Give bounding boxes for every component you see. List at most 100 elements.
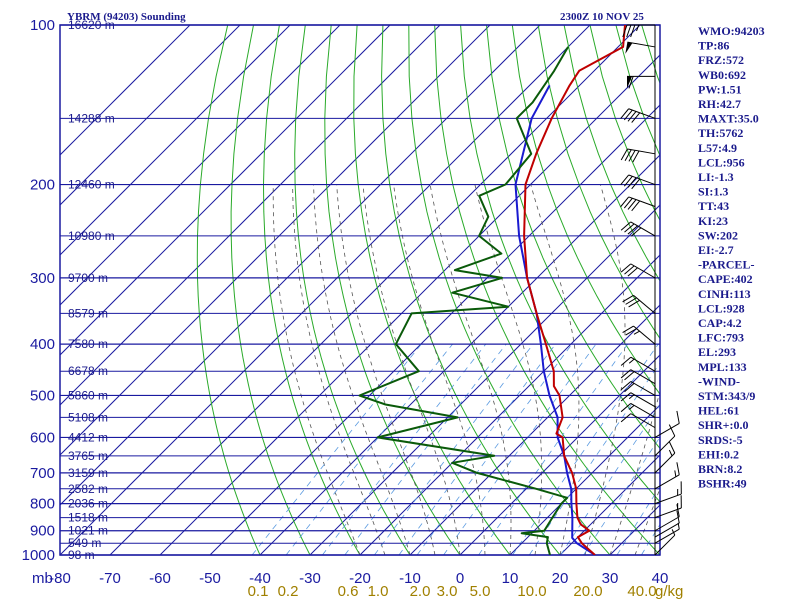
mixing-ratio-unit-label: g/kg [655,583,683,600]
moist-adiabat-line [272,184,361,555]
index-item: WB0:692 [698,68,746,82]
wind-barb-flag [627,267,638,277]
index-item: HEL:61 [698,404,739,418]
wind-barb-staff [627,148,656,155]
wind-barb-flag [627,225,638,235]
wind-barb [620,196,656,212]
wind-barb-flag [622,24,628,38]
wind-barb [620,174,656,190]
wind-barb-staff [654,516,680,532]
isotherm-line [60,25,341,306]
wind-barb-pennant [627,76,632,89]
chart-time: 2300Z 10 NOV 25 [560,11,644,23]
wind-barb-staff [654,507,682,519]
dry-adiabat-line [460,25,660,503]
wind-barb-staff [630,221,656,237]
height-tick-label: 3159 m [68,466,108,480]
wind-barb-flag [620,108,630,119]
index-item: CINH:113 [698,287,751,301]
wind-barb-flag [620,174,630,186]
index-item: KI:23 [698,214,728,228]
wind-barb-flag [623,175,633,187]
index-item: EI:-2.7 [698,243,734,257]
wind-barb-flag [626,24,632,38]
parcel-trace [514,84,596,555]
index-item: SI:1.3 [698,185,728,199]
index-item: TP:86 [698,39,729,53]
index-item: FRZ:572 [698,53,744,67]
pressure-tick-label: 700 [30,465,55,482]
height-tick-label: 9700 m [68,271,108,285]
wind-barb-staff [627,41,656,48]
index-item: LFC:793 [698,331,744,345]
chart-title: YBRM (94203) Sounding [67,11,186,23]
wind-barb [654,424,676,457]
wind-barb-flag [668,441,676,454]
height-tick-label: 14288 m [68,111,115,125]
index-item: CAPE:402 [698,272,753,286]
wind-barb-flag [620,381,632,391]
height-tick-label: 8579 m [68,306,108,320]
wind-barb-staff [654,522,680,538]
index-item: MAXT:35.0 [698,112,759,126]
wind-barb-staff [630,263,656,279]
mixing-ratio-tick-label: 0.2 [278,583,299,600]
height-tick-label: 6678 m [68,364,108,378]
height-tick-label: 1518 m [68,511,108,525]
mixing-ratio-tick-label: 3.0 [437,583,458,600]
index-item: TH:5762 [698,126,743,140]
temperature-tick-label: -40 [249,570,271,587]
isotherm-line [509,404,660,555]
wind-barb-pennant [625,42,633,54]
height-tick-label: 12460 m [68,178,115,192]
index-item: MPL:133 [698,360,747,374]
isotherm-line [309,204,660,555]
wind-barb [620,148,656,163]
temperature-tick-label: 20 [552,570,569,587]
pressure-tick-label: 500 [30,387,55,404]
wind-barb-staff [654,452,676,474]
wind-barb-flag [625,297,637,305]
wind-barb [620,263,656,279]
height-tick-label: 5860 m [68,388,108,402]
wind-barb-staff [633,325,656,345]
dry-adiabat-line [589,25,660,222]
wind-barb [625,41,656,54]
index-item: LCL:956 [698,155,745,169]
wind-barb-staff [654,422,680,438]
pressure-unit-label: mb [32,570,53,587]
wind-barb-flag [628,150,636,162]
wind-barb-flag [624,383,635,393]
wind-barb [654,495,682,519]
mixing-ratio-tick-label: 5.0 [470,583,491,600]
wind-barb-staff [654,528,680,544]
height-tick-label: 5108 m [68,410,108,424]
dry-adiabat-line [196,25,261,555]
moist-adiabat-line [609,389,660,555]
dry-adiabat-line [563,25,660,282]
wind-barb [620,356,656,372]
dry-adiabat-line [537,25,660,340]
wind-barb-flag [627,199,637,210]
profile-layer [358,25,626,555]
isotherm-line [259,154,660,555]
wind-barb-staff [630,402,656,418]
plot-frame [59,24,661,556]
wind-barb-staff [628,174,656,186]
wind-barb-flag [620,221,632,231]
moist-adiabat-line [634,487,660,555]
wind-barb-half-flag [628,404,635,410]
wind-barb-flag [676,410,680,424]
wind-barb [620,392,656,408]
mixing-ratio-tick-label: 40.0 [627,583,656,600]
wind-barb [627,75,655,89]
dry-adiabat-line [262,25,361,555]
index-item: BSHR:49 [698,477,747,491]
dewpoint-trace [358,46,569,555]
wind-barb-staff [654,493,682,505]
height-tick-label: 98 m [68,548,95,562]
wind-barb-staff [630,392,656,408]
moist-adiabat-line [584,184,626,555]
wind-barb [622,325,656,345]
